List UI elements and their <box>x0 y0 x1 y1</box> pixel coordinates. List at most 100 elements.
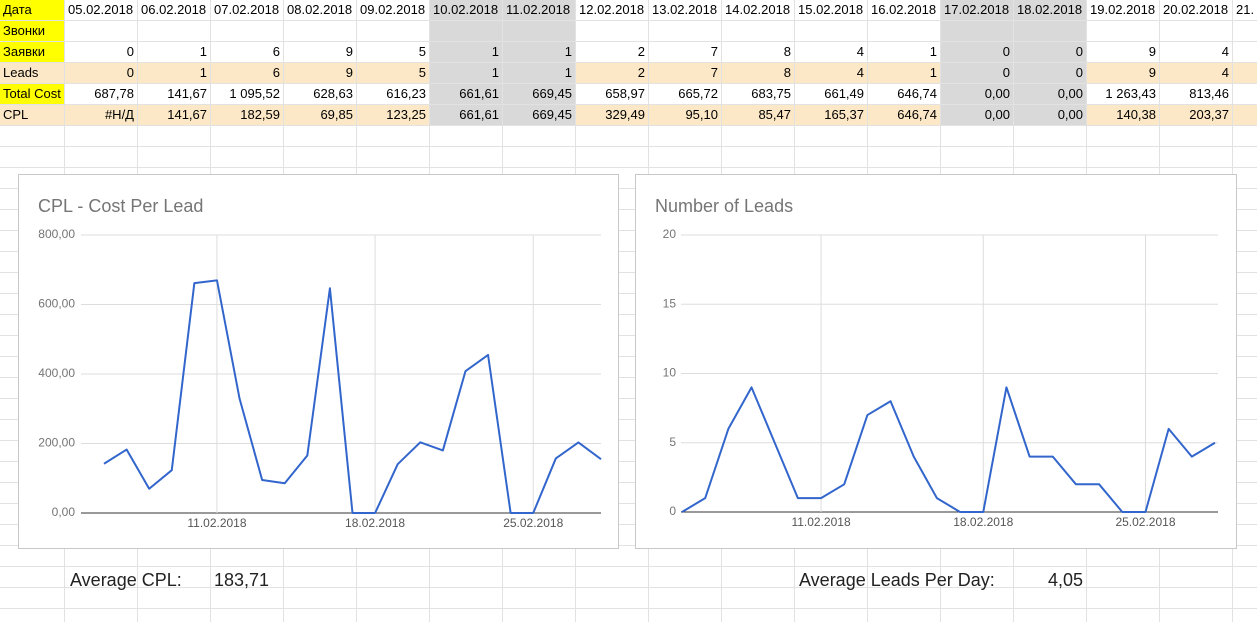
cell: 69,85 <box>284 105 357 126</box>
cell: 0,00 <box>1014 84 1087 105</box>
cell: 661,61 <box>430 84 503 105</box>
empty-cell <box>0 126 65 147</box>
empty-cell <box>138 609 211 622</box>
empty-cell <box>357 567 430 588</box>
empty-cell <box>1087 609 1160 622</box>
empty-cell <box>649 21 722 42</box>
empty-cell <box>868 609 941 622</box>
empty-cell <box>795 126 868 147</box>
x-tick-label: 18.02.2018 <box>953 515 1013 529</box>
summary-value: 183,71 <box>214 570 270 590</box>
cell: 165,37 <box>795 105 868 126</box>
empty-cell <box>795 567 868 588</box>
y-tick-label: 10 <box>663 366 677 380</box>
cell: 9 <box>284 42 357 63</box>
cell: 329,49 <box>576 105 649 126</box>
cell: 665,72 <box>649 84 722 105</box>
cell: 203,37 <box>1160 105 1233 126</box>
empty-cell <box>1233 420 1257 441</box>
cell: 06.02.2018 <box>138 0 211 21</box>
cell: CPL <box>0 105 65 126</box>
empty-cell <box>722 546 795 567</box>
cell: 687,78 <box>65 84 138 105</box>
cell: 1 <box>138 63 211 84</box>
cpl-chart: CPL - Cost Per Lead 0,00 200,00 400,00 600,0… <box>18 174 619 549</box>
empty-cell <box>868 21 941 42</box>
cell: 13.02.2018 <box>649 0 722 21</box>
cell: 1 095,52 <box>211 84 284 105</box>
empty-cell <box>1233 357 1257 378</box>
cell: 05.02.2018 <box>65 0 138 21</box>
empty-cell <box>722 147 795 168</box>
cell: 813,46 <box>1160 84 1233 105</box>
chart-title: Number of Leads <box>655 196 793 216</box>
cell: 0,00 <box>941 84 1014 105</box>
empty-cell <box>284 588 357 609</box>
empty-cell <box>576 126 649 147</box>
cell: 0 <box>941 63 1014 84</box>
empty-cell <box>1233 189 1257 210</box>
empty-cell <box>503 567 576 588</box>
cell: 646,74 <box>868 84 941 105</box>
empty-cell <box>649 609 722 622</box>
empty-cell <box>576 21 649 42</box>
empty-cell <box>430 126 503 147</box>
empty-cell <box>211 609 284 622</box>
empty-cell <box>1233 588 1257 609</box>
cell: 9 <box>1087 42 1160 63</box>
empty-cell <box>430 147 503 168</box>
empty-cell <box>357 609 430 622</box>
cell: Leads <box>0 63 65 84</box>
x-tick-label: 18.02.2018 <box>345 516 405 530</box>
cell: 123,25 <box>357 105 430 126</box>
empty-cell <box>1233 609 1257 622</box>
cell: 669,45 <box>503 105 576 126</box>
empty-cell <box>649 567 722 588</box>
empty-cell <box>576 567 649 588</box>
empty-cell <box>1233 399 1257 420</box>
empty-cell <box>1233 147 1257 168</box>
cell: 6 <box>211 42 284 63</box>
cell: 10.02.2018 <box>430 0 503 21</box>
empty-cell <box>576 546 649 567</box>
cell: 4 <box>1160 63 1233 84</box>
empty-cell <box>357 126 430 147</box>
cell: 16.02.2018 <box>868 0 941 21</box>
empty-cell <box>503 21 576 42</box>
empty-cell <box>0 147 65 168</box>
empty-cell <box>0 609 65 622</box>
data-line <box>103 279 602 514</box>
empty-cell <box>1087 126 1160 147</box>
empty-cell <box>65 126 138 147</box>
cell: 646,74 <box>868 105 941 126</box>
empty-cell <box>357 546 430 567</box>
cell: 8 <box>722 42 795 63</box>
empty-cell <box>1233 63 1257 84</box>
cell: 616,23 <box>357 84 430 105</box>
cell: 0 <box>1014 42 1087 63</box>
empty-cell <box>1233 126 1257 147</box>
summary-label: Average CPL: <box>70 570 182 590</box>
empty-cell <box>941 546 1014 567</box>
empty-cell <box>1233 315 1257 336</box>
cell: 182,59 <box>211 105 284 126</box>
empty-cell <box>430 588 503 609</box>
empty-cell <box>138 567 211 588</box>
empty-cell <box>0 567 65 588</box>
cell: 628,63 <box>284 84 357 105</box>
empty-cell <box>1233 294 1257 315</box>
cell: 07.02.2018 <box>211 0 284 21</box>
cell: 20.02.2018 <box>1160 0 1233 21</box>
cell: 140,38 <box>1087 105 1160 126</box>
empty-cell <box>1014 588 1087 609</box>
x-tick-label: 25.02.2018 <box>503 516 563 530</box>
empty-cell <box>65 609 138 622</box>
empty-cell <box>138 588 211 609</box>
cell: 11.02.2018 <box>503 0 576 21</box>
empty-cell <box>211 21 284 42</box>
empty-cell <box>1233 21 1257 42</box>
empty-cell <box>795 546 868 567</box>
empty-cell <box>138 546 211 567</box>
leads-chart: Number of Leads 0 5 10 15 20 11.02.2018 18.02.2… <box>635 174 1237 549</box>
